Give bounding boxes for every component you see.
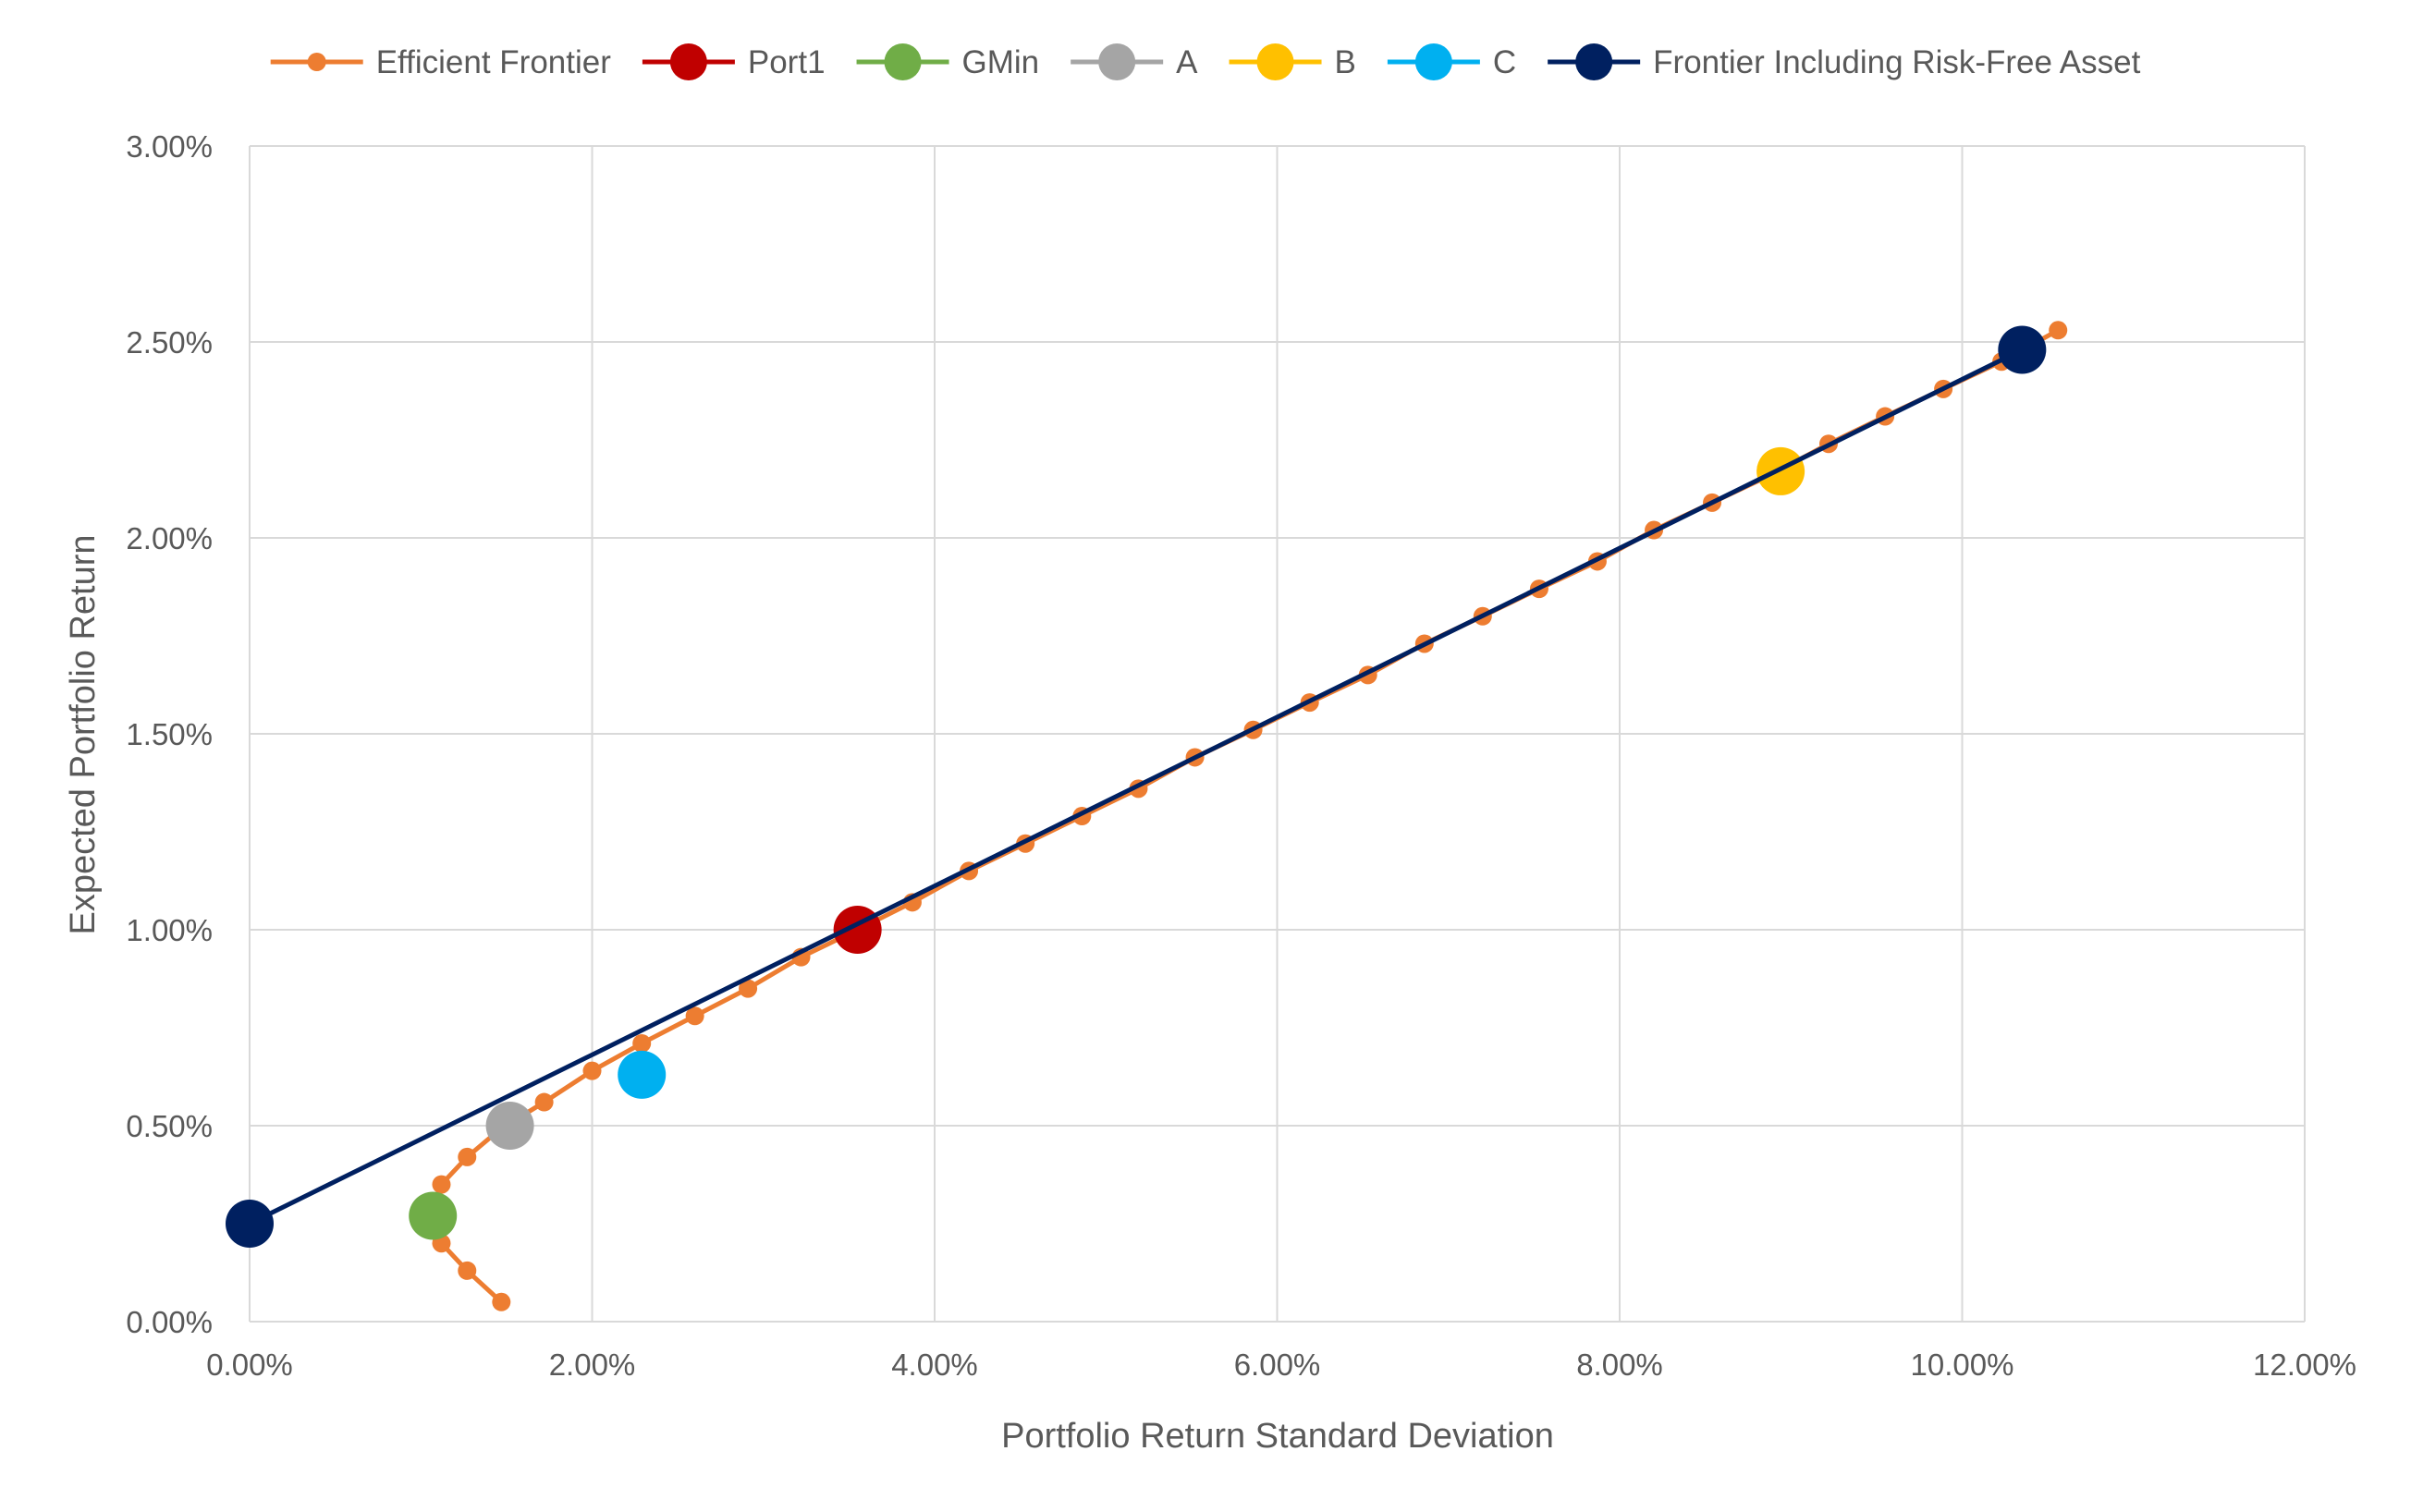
y-tick-label: 1.50% [126, 717, 213, 751]
series-c [618, 1050, 667, 1099]
legend-item-gmin: GMin [856, 43, 1040, 80]
x-tick-label: 10.00% [1911, 1347, 2014, 1382]
plot-area [226, 321, 2068, 1311]
y-tick-label: 2.00% [126, 521, 213, 555]
legend-swatch-marker [1575, 43, 1613, 80]
grid [249, 145, 2306, 1323]
data-point [534, 1092, 554, 1112]
legend: Efficient Frontier Port1 GMin A B C Frontier I… [270, 43, 2141, 80]
data-point [409, 1191, 458, 1240]
legend-item-a: A [1071, 43, 1198, 80]
legend-label: Port1 [748, 44, 826, 80]
legend-swatch-marker [884, 43, 922, 80]
legend-label: C [1493, 44, 1516, 80]
data-point [485, 1102, 534, 1150]
legend-label: A [1176, 44, 1198, 80]
y-axis-title: Expected Portfolio Return [64, 534, 103, 934]
legend-item-frontier-including-risk-free-asset: Frontier Including Risk-Free Asset [1548, 43, 2141, 80]
data-point [582, 1061, 602, 1080]
axes: 0.00% 2.00% 4.00% 6.00% 8.00% 10.00% 12.00% 0.0… [126, 129, 2356, 1382]
y-tick-label: 2.50% [126, 325, 213, 360]
x-tick-label: 0.00% [206, 1347, 293, 1382]
legend-item-b: B [1229, 43, 1356, 80]
legend-label: Frontier Including Risk-Free Asset [1653, 44, 2140, 80]
legend-label: GMin [962, 44, 1040, 80]
data-point [458, 1261, 477, 1280]
data-point [2049, 321, 2068, 340]
data-point [1998, 325, 2047, 374]
x-tick-label: 8.00% [1576, 1347, 1663, 1382]
data-point [226, 1200, 274, 1248]
legend-swatch-marker [307, 53, 326, 71]
data-point [632, 1033, 652, 1053]
series-a [485, 1102, 534, 1150]
legend-item-efficient-frontier: Efficient Frontier [270, 44, 612, 80]
legend-swatch-marker [1256, 43, 1294, 80]
legend-swatch-marker [669, 43, 707, 80]
legend-label: B [1335, 44, 1356, 80]
data-point [685, 1006, 704, 1026]
y-tick-label: 0.50% [126, 1109, 213, 1143]
data-point [739, 979, 758, 998]
x-axis-title: Portfolio Return Standard Deviation [1001, 1417, 1554, 1456]
legend-label: Efficient Frontier [376, 44, 612, 80]
series-gmin [409, 1191, 458, 1240]
x-tick-label: 12.00% [2253, 1347, 2356, 1382]
data-point [432, 1175, 451, 1194]
y-tick-label: 1.00% [126, 913, 213, 947]
series-line [248, 348, 2024, 1226]
data-point [458, 1147, 477, 1166]
legend-item-port1: Port1 [642, 43, 826, 80]
y-tick-label: 3.00% [126, 129, 213, 164]
legend-swatch-marker [1414, 43, 1452, 80]
x-tick-label: 4.00% [891, 1347, 978, 1382]
x-tick-label: 6.00% [1234, 1347, 1321, 1382]
data-point [492, 1292, 511, 1311]
legend-swatch-marker [1098, 43, 1136, 80]
series-frontier-including-risk-free-asset [226, 325, 2047, 1248]
legend-item-c: C [1387, 43, 1516, 80]
y-tick-label: 0.00% [126, 1305, 213, 1339]
x-tick-label: 2.00% [549, 1347, 636, 1382]
data-point [618, 1050, 667, 1099]
